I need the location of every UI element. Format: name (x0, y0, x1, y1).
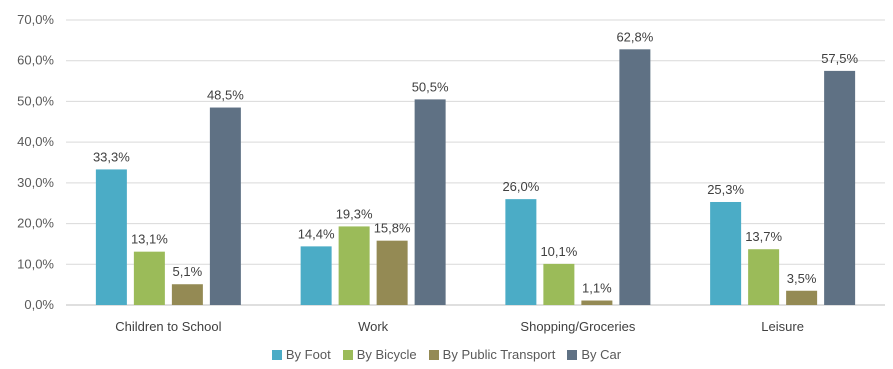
bar (171, 284, 203, 305)
data-label: 3,5% (787, 271, 817, 286)
bar (300, 246, 332, 305)
bar (209, 107, 241, 306)
legend-item: By Public Transport (428, 347, 556, 362)
data-label: 1,1% (582, 281, 612, 296)
y-tick-label: 30,0% (17, 175, 54, 190)
data-label: 14,4% (298, 226, 335, 241)
legend-swatch (271, 350, 282, 360)
bar (338, 226, 370, 305)
x-tick-label: Work (358, 319, 389, 334)
data-label: 33,3% (93, 149, 130, 164)
bar (710, 201, 742, 305)
y-tick-label: 70,0% (17, 12, 54, 27)
data-label: 13,1% (131, 232, 168, 247)
data-label: 57,5% (821, 51, 858, 66)
y-tick-label: 0,0% (24, 297, 54, 312)
bar (824, 70, 856, 306)
y-tick-label: 60,0% (17, 53, 54, 68)
y-tick-label: 50,0% (17, 93, 54, 108)
data-label: 50,5% (412, 79, 449, 94)
bar (619, 49, 651, 305)
legend-swatch (428, 350, 439, 360)
legend-label: By Foot (285, 347, 331, 362)
bar (505, 199, 537, 305)
data-label: 48,5% (207, 88, 244, 103)
legend-label: By Public Transport (442, 347, 556, 362)
bar (581, 300, 613, 305)
bar (95, 169, 127, 305)
legend-item: By Car (567, 347, 621, 362)
x-tick-label: Children to School (115, 319, 221, 334)
bar (414, 99, 446, 306)
legend-item: By Foot (271, 347, 331, 362)
data-label: 25,3% (707, 182, 744, 197)
y-axis-ticks: 0,0% 10,0% 20,0% 30,0% 40,0% 50,0% 60,0% 70,0% (17, 12, 54, 312)
grid-lines (66, 19, 885, 306)
x-axis-ticks: Children to School Work Shopping/Groceries… (115, 319, 804, 334)
data-label: 62,8% (616, 29, 653, 44)
bar (543, 263, 575, 305)
bar (748, 249, 780, 305)
legend-swatch (342, 350, 353, 360)
legend-label: By Bicycle (356, 347, 417, 362)
legend-label: By Car (581, 347, 622, 362)
bar (133, 251, 165, 305)
data-label: 13,7% (745, 229, 782, 244)
bar (786, 290, 818, 305)
bars (95, 49, 856, 306)
data-labels: 33,3% 13,1% 5,1% 48,5% 14,4%19,3%15,8% 50,5% 2… (93, 29, 859, 295)
y-tick-label: 40,0% (17, 134, 54, 149)
data-label: 15,8% (374, 221, 411, 236)
y-tick-label: 10,0% (17, 256, 54, 271)
data-label: 19,3% (336, 206, 373, 221)
bar (376, 240, 408, 305)
y-tick-label: 20,0% (17, 216, 54, 231)
data-label: 26,0% (502, 179, 539, 194)
legend-item: By Bicycle (342, 347, 417, 362)
data-label: 5,1% (173, 264, 203, 279)
x-tick-label: Shopping/Groceries (520, 319, 635, 334)
x-tick-label: Leisure (761, 319, 804, 334)
legend-swatch (567, 350, 578, 360)
chart-legend: By Foot By Bicycle By Public Transport By C… (0, 347, 893, 362)
data-label: 10,1% (540, 244, 577, 259)
